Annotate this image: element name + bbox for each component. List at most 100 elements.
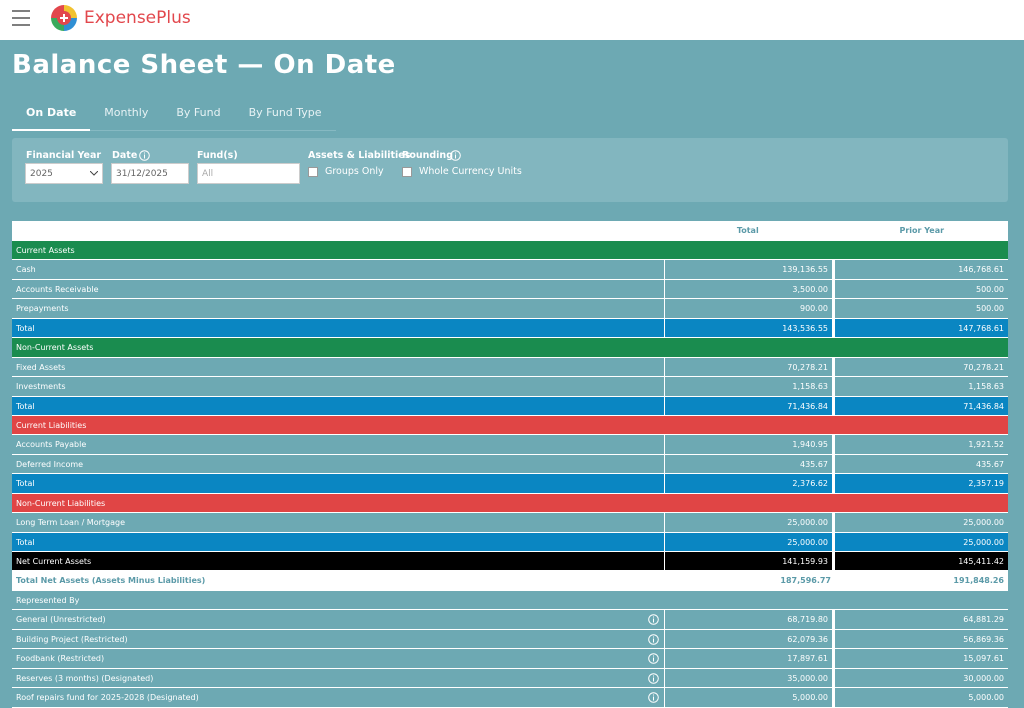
funds-input[interactable]: All	[197, 163, 300, 184]
row-label: Total	[12, 474, 665, 494]
amount: 1,158.63	[835, 377, 1008, 397]
amount: 1,158.63	[665, 377, 835, 397]
info-icon[interactable]	[648, 692, 659, 703]
net-current-assets-row: Net Current Assets 141,159.93 145,411.42	[12, 552, 1008, 572]
column-header: Prior Year	[899, 226, 945, 235]
amount: 141,159.93	[665, 552, 835, 572]
column-header: Total	[736, 226, 759, 235]
row-label: Reserves (3 months) (Designated)	[12, 668, 665, 689]
info-icon[interactable]	[648, 653, 659, 664]
amount: 56,869.36	[835, 630, 1008, 650]
amount: 71,436.84	[665, 396, 835, 416]
amount: 187,596.77	[665, 571, 835, 591]
filter-label: Rounding	[402, 150, 453, 161]
section-title: Current Assets	[12, 241, 1008, 261]
info-icon[interactable]	[648, 633, 659, 645]
tab[interactable]: By Fund Type	[234, 100, 336, 131]
app-name: ExpensePlus	[84, 8, 191, 28]
page-title: Balance Sheet — On Date	[12, 50, 396, 80]
section-title: Non-Current Liabilities	[12, 494, 1008, 514]
amount: 139,136.55	[665, 260, 835, 280]
amount: 15,097.61	[835, 649, 1008, 669]
row-label: Long Term Loan / Mortgage	[12, 513, 665, 533]
input-value: 31/12/2025	[116, 169, 168, 179]
filter-panel: Financial Year 2025 Date 31/12/2025 Fund…	[12, 138, 1008, 202]
total-row: Total 71,436.84 71,436.84	[12, 396, 1008, 416]
logo	[51, 5, 77, 31]
balance-table: Total Prior Year Current Assets Cash 139,136…	[12, 221, 1008, 708]
amount: 435.67	[835, 455, 1008, 475]
amount: 2,376.62	[665, 474, 835, 494]
section-title: Represented By	[12, 591, 1008, 611]
amount: 62,079.36	[665, 629, 835, 650]
info-icon[interactable]	[139, 150, 150, 161]
row-label: Building Project (Restricted)	[12, 629, 665, 650]
row-label: Prepayments	[12, 299, 665, 319]
row-label: General (Unrestricted)	[12, 610, 665, 630]
section-header: Current Liabilities	[12, 415, 1008, 436]
row-label: Accounts Payable	[12, 435, 665, 455]
section-title: Current Liabilities	[12, 416, 1008, 436]
amount: 1,921.52	[835, 435, 1008, 455]
table-header: Total Prior Year	[12, 221, 1008, 241]
row-label: Fixed Assets	[12, 357, 665, 378]
info-icon[interactable]	[648, 672, 659, 684]
tab[interactable]: On Date	[12, 100, 91, 131]
checkbox-label: Groups Only	[325, 166, 384, 177]
chevron	[90, 171, 98, 176]
section-title: Non-Current Assets	[12, 338, 1008, 358]
amount: 25,000.00	[665, 532, 835, 552]
row-label: Total	[12, 532, 665, 552]
info-icon[interactable]	[648, 614, 659, 626]
amount: 64,881.29	[835, 610, 1008, 630]
row-label: Cash	[12, 260, 665, 280]
fund-row: Reserves (3 months) (Designated) 35,000.0…	[12, 668, 1008, 689]
header-spacer	[12, 221, 663, 241]
amount: 146,768.61	[835, 260, 1008, 280]
row-label: Roof repairs fund for 2025-2028 (Designa…	[12, 688, 665, 708]
checkbox	[402, 166, 412, 177]
date-input[interactable]: 31/12/2025	[111, 163, 189, 184]
groups-only-checkbox[interactable]: Groups Only	[308, 166, 384, 177]
amount: 5,000.00	[665, 688, 835, 708]
row-label: Investments	[12, 377, 665, 397]
total-row: Total 2,376.62 2,357.19	[12, 474, 1008, 494]
line-item: Fixed Assets 70,278.21 70,278.21	[12, 357, 1008, 378]
tab[interactable]: By Fund	[162, 100, 235, 131]
line-item: Long Term Loan / Mortgage 25,000.00 25,000…	[12, 513, 1008, 533]
checkbox	[308, 166, 318, 177]
row-label: Total	[12, 396, 665, 416]
line-item: Cash 139,136.55 146,768.61	[12, 260, 1008, 280]
amount: 17,897.61	[665, 649, 835, 669]
total-net-assets-row: Total Net Assets (Assets Minus Liabiliti…	[12, 571, 1008, 591]
rounding-checkbox[interactable]: Whole Currency Units	[402, 166, 522, 177]
tab[interactable]: Monthly	[90, 100, 163, 131]
total-row: Total 25,000.00 25,000.00	[12, 532, 1008, 552]
amount: 2,357.19	[835, 474, 1008, 494]
amount: 900.00	[665, 299, 835, 319]
amount: 25,000.00	[665, 513, 835, 533]
line-item: Prepayments 900.00 500.00	[12, 299, 1008, 319]
section-header: Represented By	[12, 590, 1008, 611]
filter-label: Financial Year	[26, 150, 102, 161]
info-icon[interactable]	[450, 150, 461, 161]
year-select[interactable]: 2025	[25, 163, 103, 184]
amount: 25,000.00	[835, 513, 1008, 533]
total-row: Total 143,536.55 147,768.61	[12, 318, 1008, 339]
amount: 435.67	[665, 454, 835, 475]
line-item: Accounts Receivable 3,500.00 500.00	[12, 279, 1008, 300]
line-item: Deferred Income 435.67 435.67	[12, 454, 1008, 475]
amount: 68,719.80	[665, 610, 835, 630]
amount: 147,768.61	[835, 319, 1008, 339]
line-item: Accounts Payable 1,940.95 1,921.52	[12, 435, 1008, 455]
fund-row: General (Unrestricted) 68,719.80 64,881.29	[12, 610, 1008, 630]
filter-label: Date	[112, 150, 138, 161]
amount: 500.00	[835, 299, 1008, 319]
row-label: Accounts Receivable	[12, 279, 665, 300]
amount: 25,000.00	[835, 533, 1008, 552]
row-label: Net Current Assets	[12, 552, 665, 572]
amount: 5,000.00	[835, 688, 1008, 708]
row-label: Deferred Income	[12, 454, 665, 475]
menu-button[interactable]	[12, 10, 30, 26]
